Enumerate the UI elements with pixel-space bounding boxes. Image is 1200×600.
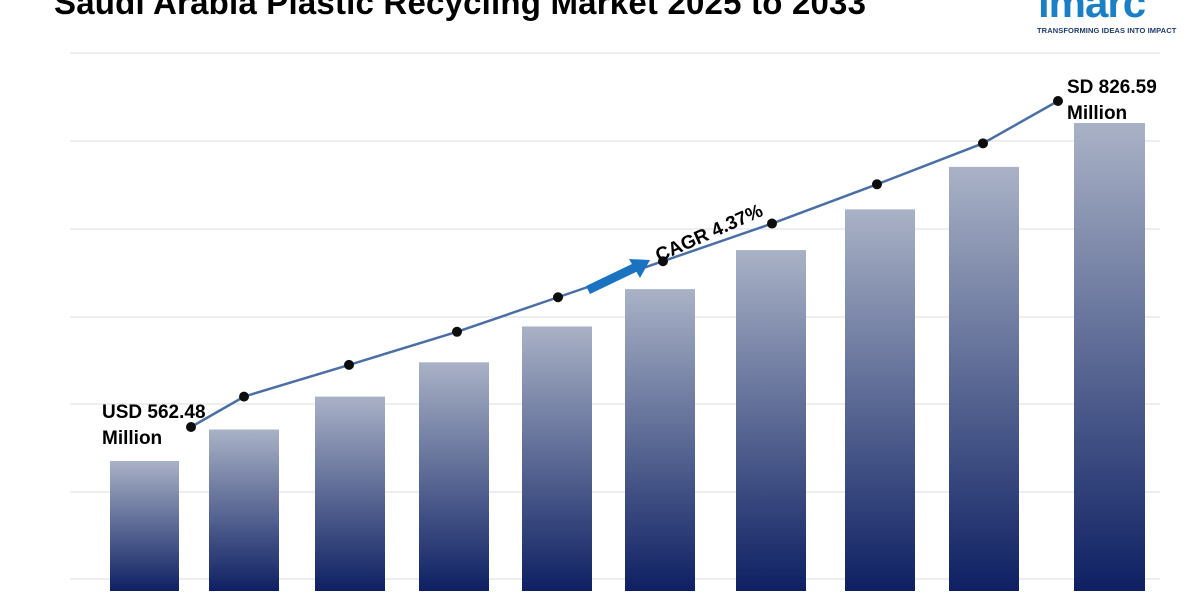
trend-point-8 [872,179,882,190]
logo-tagline: TRANSFORMING IDEAS INTO IMPACT [1037,26,1177,35]
trend-point-1 [186,422,196,432]
trend-point-6 [658,256,668,267]
bar-9 [949,166,1019,591]
trend-point-3 [344,359,354,370]
trend-point-7 [767,218,777,229]
bar-1 [110,461,179,591]
bar-3 [315,396,385,591]
bar-10 [1074,123,1145,591]
bar-7 [736,250,806,591]
imarc-logo: imarc TRANSFORMING IDEAS INTO IMPACT [1030,0,1200,38]
end-value-line1: SD 826.59 [1067,77,1157,98]
trend-line [190,99,1059,429]
bar-2 [209,429,279,591]
bars-group [110,123,1145,592]
trend-point-10 [1053,96,1063,106]
trend-point-2 [239,391,249,402]
bar-5 [522,326,592,591]
logo-wordmark: imarc [1038,0,1146,26]
start-value-line2: Million [102,428,162,449]
trend-line-group [186,96,1063,432]
start-value-line1: USD 562.48 [102,402,206,423]
trend-point-9 [978,138,988,149]
start-value-label: USD 562.48 Million [102,402,206,449]
bar-8 [845,209,915,592]
page-title: Saudi Arabia Plastic Recycling Market 20… [54,0,867,21]
end-value-line2: Million [1067,103,1127,124]
trend-point-5 [553,292,563,303]
end-value-label: SD 826.59 Million [1067,77,1157,124]
cagr-arrow-icon [586,259,650,295]
bar-4 [419,362,489,591]
bar-6 [625,289,695,591]
trend-point-4 [452,326,462,337]
